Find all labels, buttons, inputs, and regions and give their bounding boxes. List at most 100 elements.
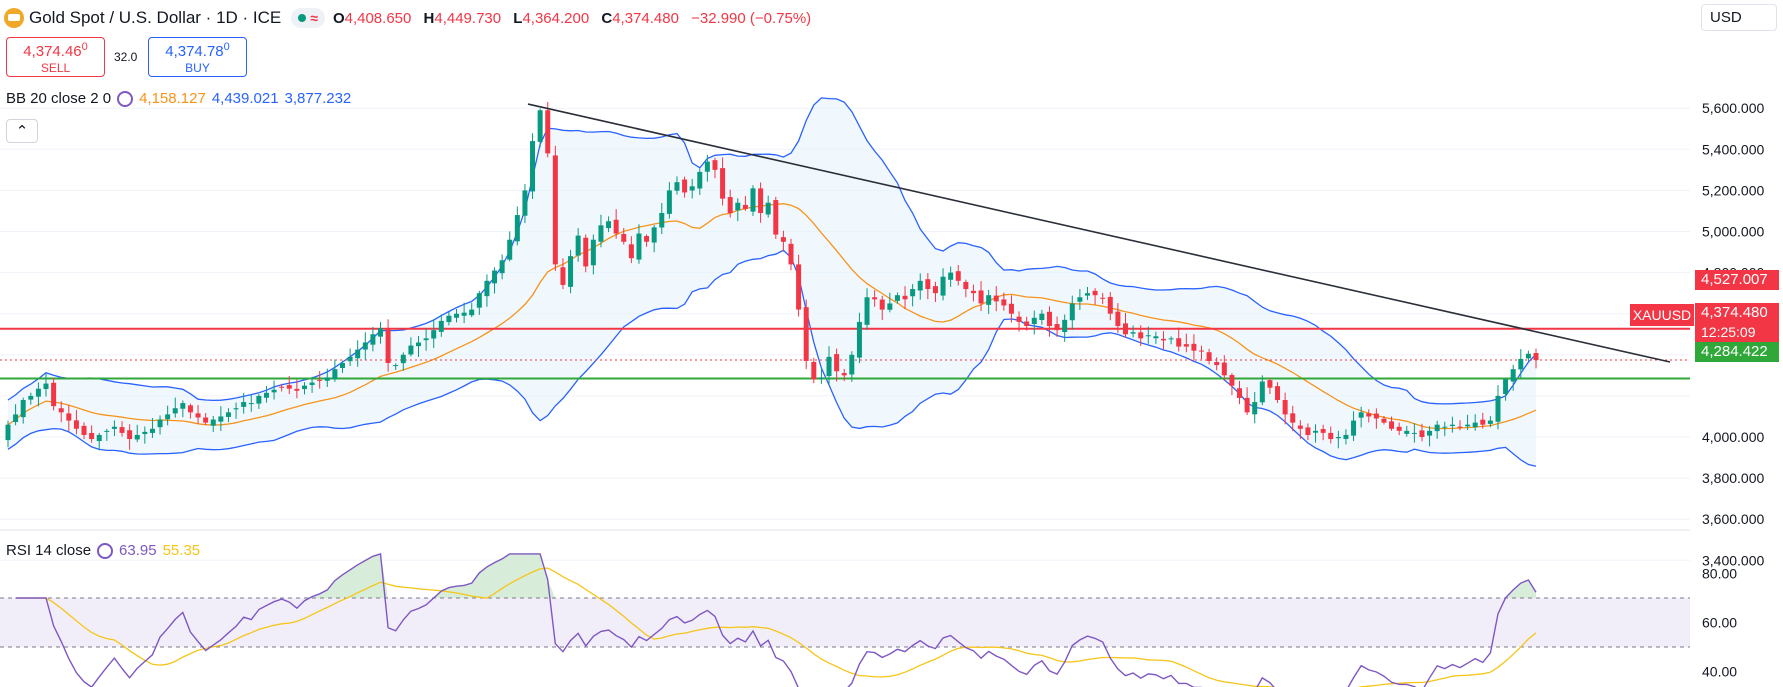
candle bbox=[309, 376, 315, 393]
candle bbox=[134, 424, 140, 443]
gold-coin-icon bbox=[4, 8, 24, 28]
price-tick-label: 5,400.000 bbox=[1702, 141, 1764, 157]
buy-button[interactable]: 4,374.780 BUY bbox=[148, 37, 247, 77]
candle bbox=[1176, 327, 1182, 352]
candle bbox=[89, 425, 95, 443]
rsi-value: 63.95 bbox=[119, 542, 157, 559]
rsi-line bbox=[15, 552, 1537, 687]
sync-icon[interactable] bbox=[97, 542, 114, 559]
market-open-dot-icon bbox=[298, 14, 307, 22]
rsi-axis-labels: 80.00 60.00 40.00 bbox=[1702, 566, 1737, 680]
bb-legend[interactable]: BB 20 close 2 0 4,158.127 4,439.021 3,87… bbox=[6, 90, 351, 107]
candle bbox=[1183, 333, 1189, 353]
candle bbox=[187, 403, 193, 419]
candle bbox=[180, 400, 186, 418]
candle bbox=[127, 424, 133, 450]
candle bbox=[446, 311, 452, 326]
candle bbox=[438, 314, 444, 337]
candle bbox=[149, 417, 155, 438]
open-label: O bbox=[332, 9, 345, 27]
candle bbox=[1046, 306, 1052, 337]
candle bbox=[1145, 326, 1151, 344]
candle bbox=[910, 284, 916, 307]
bb-basis-value: 4,158.127 bbox=[139, 90, 206, 107]
candle bbox=[1115, 303, 1121, 333]
sell-label: SELL bbox=[40, 61, 71, 75]
candle bbox=[1229, 373, 1235, 396]
candle bbox=[644, 234, 650, 247]
candle bbox=[704, 154, 710, 182]
candle bbox=[1130, 325, 1136, 338]
trendline[interactable] bbox=[527, 103, 1671, 363]
candles bbox=[5, 101, 1539, 451]
candle bbox=[58, 401, 64, 423]
open-value: 4,408.650 bbox=[344, 9, 412, 27]
candle bbox=[1396, 422, 1402, 436]
currency-selector[interactable]: USD bbox=[1701, 4, 1777, 31]
sync-icon[interactable] bbox=[117, 90, 134, 107]
candle bbox=[590, 234, 596, 275]
candle bbox=[1221, 355, 1227, 381]
rsi-legend[interactable]: RSI 14 close 63.95 55.35 bbox=[6, 542, 200, 559]
candle bbox=[742, 195, 748, 211]
candle bbox=[286, 375, 292, 395]
candle bbox=[203, 413, 209, 425]
bollinger-upper-line bbox=[7, 97, 1537, 405]
candle bbox=[841, 368, 847, 382]
sell-button[interactable]: 4,374.460 SELL bbox=[6, 37, 105, 77]
candle bbox=[993, 286, 999, 312]
candle bbox=[1092, 288, 1098, 305]
rsi-label: RSI 14 close bbox=[6, 542, 92, 559]
candle bbox=[218, 406, 224, 431]
candle bbox=[1008, 295, 1014, 323]
candle bbox=[1267, 378, 1273, 395]
candle bbox=[377, 321, 383, 344]
close-value: 4,374.480 bbox=[612, 9, 679, 27]
candle bbox=[385, 319, 391, 372]
candle bbox=[606, 216, 612, 233]
candle bbox=[1001, 292, 1007, 311]
market-status-pill[interactable]: ≈ bbox=[291, 8, 325, 28]
buy-price: 4,374.78 bbox=[165, 43, 224, 60]
candle bbox=[1069, 295, 1075, 330]
candle bbox=[1084, 286, 1090, 301]
collapse-legend-button[interactable]: ⌃ bbox=[6, 119, 38, 143]
symbol-title[interactable]: Gold Spot / U.S. Dollar · 1D · ICE bbox=[29, 8, 282, 27]
candle bbox=[1495, 385, 1501, 430]
candle bbox=[370, 327, 376, 352]
price-tick-label: 5,000.000 bbox=[1702, 224, 1764, 240]
low-label: L bbox=[513, 9, 523, 27]
candle bbox=[1290, 405, 1296, 432]
candle bbox=[431, 319, 437, 349]
candle bbox=[104, 428, 110, 441]
candle bbox=[1328, 426, 1334, 444]
ohlc-readout: O4,408.650 H4,449.730 L4,364.200 C4,374.… bbox=[333, 10, 815, 27]
candle bbox=[735, 198, 741, 222]
candle bbox=[1442, 421, 1448, 437]
candle bbox=[1282, 392, 1288, 425]
candle bbox=[537, 108, 543, 148]
candle bbox=[119, 421, 125, 437]
candle bbox=[613, 209, 619, 239]
buy-price-sup: 0 bbox=[223, 41, 230, 53]
candle bbox=[1016, 311, 1022, 332]
price-tick-label: 5,600.000 bbox=[1702, 100, 1764, 116]
candle bbox=[666, 182, 672, 219]
candle bbox=[1077, 289, 1083, 310]
candle bbox=[256, 394, 262, 409]
candle bbox=[560, 258, 566, 290]
candle bbox=[332, 359, 338, 382]
countdown-tag: 12:25:09 bbox=[1695, 322, 1779, 342]
candle bbox=[1259, 375, 1265, 406]
candle bbox=[834, 348, 840, 382]
candle bbox=[1244, 387, 1250, 415]
candle bbox=[1518, 349, 1524, 378]
candle bbox=[1389, 416, 1395, 431]
candle bbox=[454, 308, 460, 323]
candle bbox=[1320, 424, 1326, 441]
candle bbox=[1427, 426, 1433, 447]
candle bbox=[948, 266, 954, 287]
candle bbox=[324, 368, 330, 387]
candle bbox=[1031, 310, 1037, 335]
